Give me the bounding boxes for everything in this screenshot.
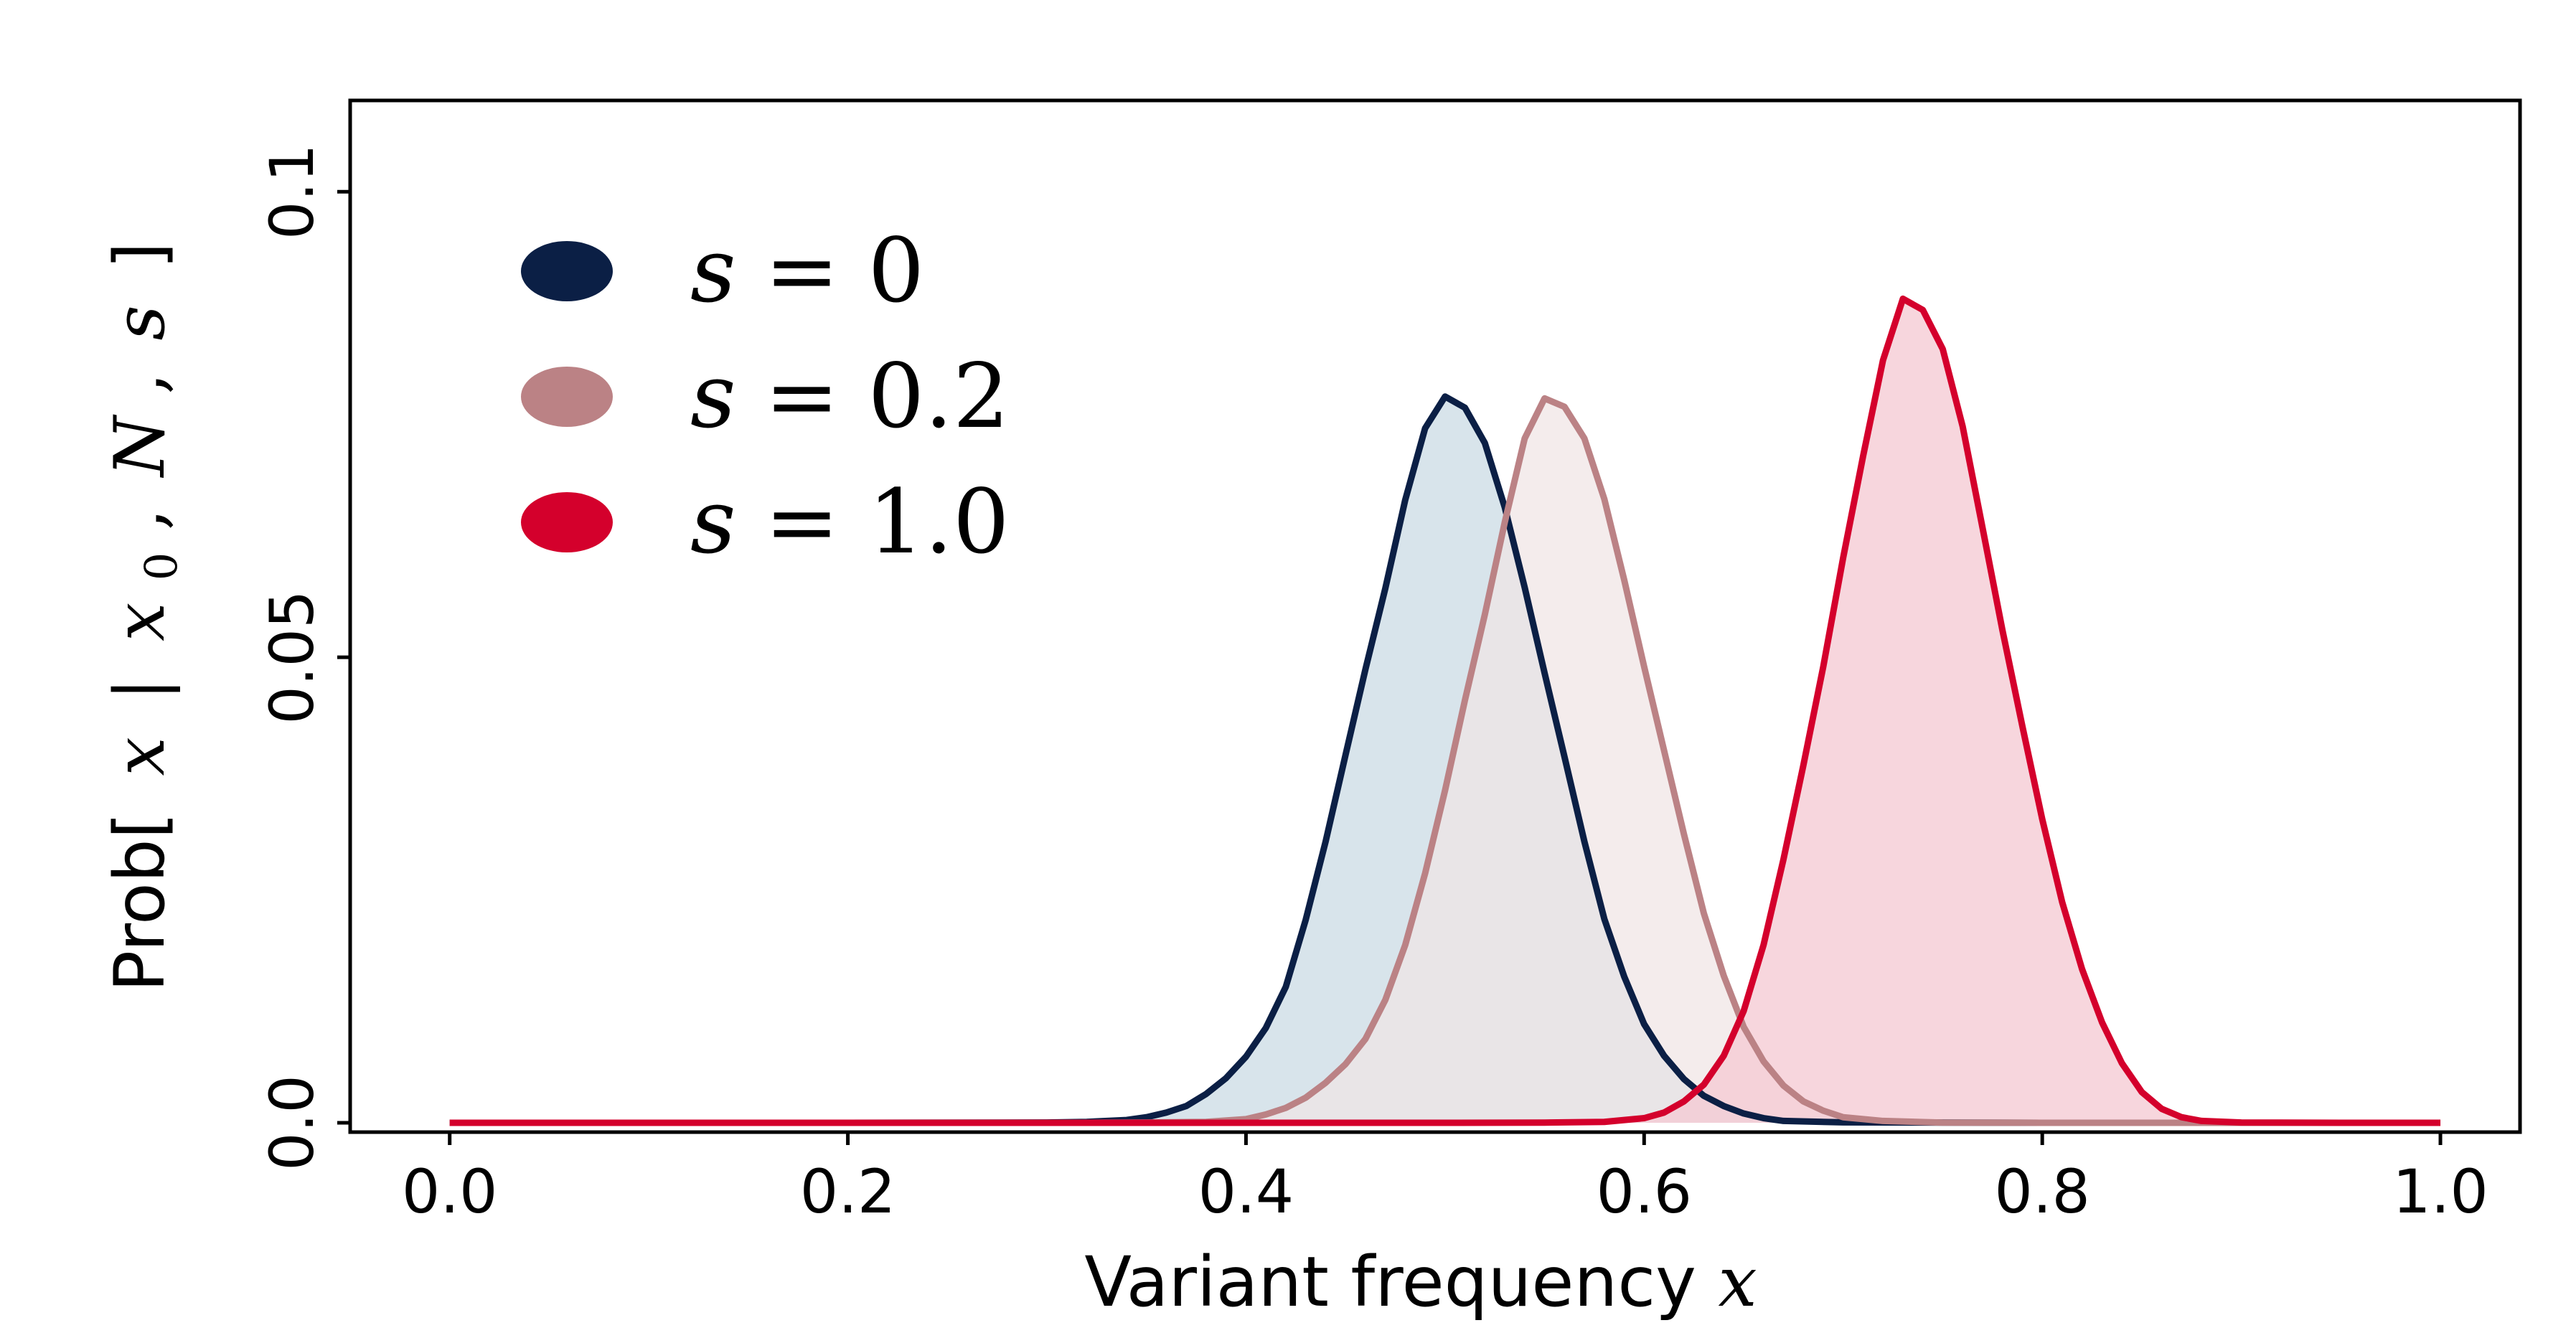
legend-label-3: s = 1.0 xyxy=(690,471,1010,574)
legend-equals: = xyxy=(765,345,840,448)
series-lines xyxy=(449,295,2441,1126)
legend-marker-3 xyxy=(521,492,613,552)
y-tick-label: 0.05 xyxy=(257,590,327,725)
y-axis-label-bar: | xyxy=(100,677,180,700)
series-line-1 xyxy=(449,393,2441,1126)
legend-value: 0.2 xyxy=(868,345,1010,448)
legend-label-1: s = 0 xyxy=(690,220,924,323)
x-tick-label: 0.8 xyxy=(1994,1157,2090,1227)
x-axis: 0.0 0.2 0.4 0.6 0.8 1.0 xyxy=(402,1132,2488,1227)
legend-marker-1 xyxy=(521,241,613,301)
series-line-3 xyxy=(449,295,2441,1126)
legend-value: 0 xyxy=(868,220,925,323)
y-axis-label-var-N: N xyxy=(100,414,180,478)
legend-variable: s xyxy=(690,471,736,574)
series-fills xyxy=(449,298,2441,1124)
plot-frame xyxy=(348,98,2522,1134)
legend-equals: = xyxy=(765,471,840,574)
x-tick-label: 1.0 xyxy=(2392,1157,2488,1227)
series-fill-2 xyxy=(449,398,2441,1124)
x-tick-label: 0.4 xyxy=(1198,1157,1294,1227)
y-axis-label-suffix: ] xyxy=(100,242,180,268)
y-axis-label-var-x0: x xyxy=(100,603,180,641)
x-tick-label: 0.6 xyxy=(1597,1157,1693,1227)
x-tick-label: 0.0 xyxy=(402,1157,498,1227)
y-axis-label-subscript: 0 xyxy=(135,552,187,580)
legend-equals: = xyxy=(765,220,840,323)
y-axis: 0.0 0.05 0.1 xyxy=(257,143,350,1171)
legend-variable: s xyxy=(690,345,736,448)
y-axis-label: Prob[ x | x 0 , N , s ] xyxy=(100,242,193,991)
y-tick-label: 0.1 xyxy=(257,143,327,240)
legend: s = 0 s = 0.2 s = 1.0 xyxy=(521,220,1010,574)
x-tick-label: 0.2 xyxy=(800,1157,896,1227)
y-axis-label-var-s: s xyxy=(100,305,180,340)
y-axis-label-comma-1: , xyxy=(100,509,180,531)
series-fill-1 xyxy=(449,396,2441,1124)
legend-label-2: s = 0.2 xyxy=(690,345,1010,448)
y-axis-label-var-x: x xyxy=(100,737,180,776)
x-axis-label-text: Variant frequency xyxy=(1084,1242,1696,1322)
y-tick-label: 0.0 xyxy=(257,1075,327,1171)
legend-value: 1.0 xyxy=(868,471,1010,574)
x-axis-label: Variant frequency x xyxy=(1084,1242,1757,1322)
legend-marker-2 xyxy=(521,367,613,427)
series-line-2 xyxy=(449,395,2441,1126)
y-axis-label-comma-2: , xyxy=(100,372,180,395)
legend-variable: s xyxy=(690,220,736,323)
y-axis-label-prefix: Prob[ xyxy=(100,812,180,992)
x-axis-label-variable: x xyxy=(1718,1242,1757,1322)
series-fill-3 xyxy=(449,298,2441,1124)
